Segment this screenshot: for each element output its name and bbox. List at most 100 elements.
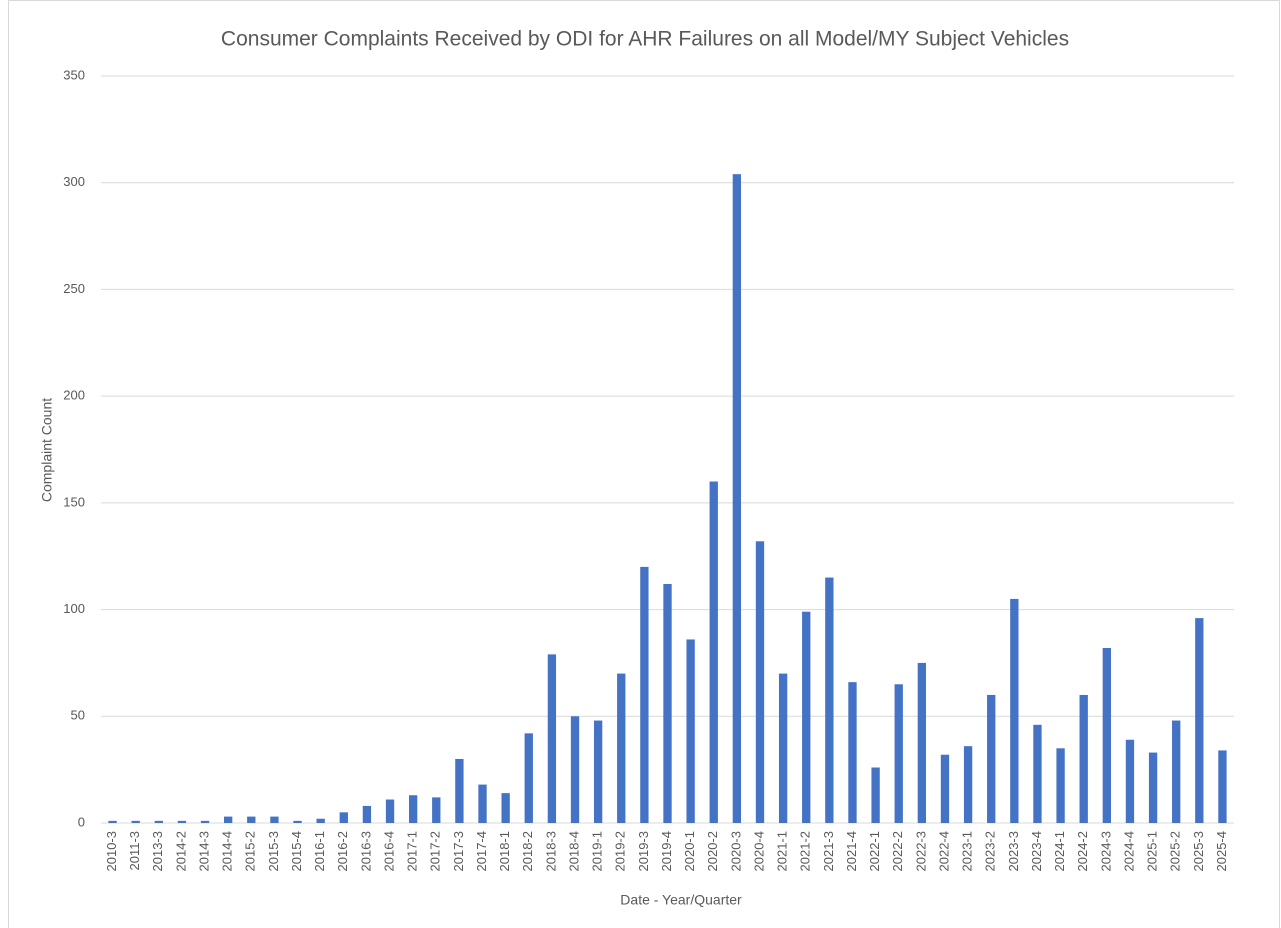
x-tick-label: 2017-2 bbox=[428, 831, 443, 871]
bar bbox=[1148, 752, 1158, 823]
x-tick-label: 2014-4 bbox=[220, 831, 235, 871]
x-tick-label: 2017-4 bbox=[474, 831, 489, 871]
bar bbox=[547, 654, 557, 823]
bar bbox=[339, 812, 348, 823]
bar bbox=[640, 566, 649, 823]
x-tick-label: 2018-2 bbox=[520, 831, 535, 871]
bar bbox=[200, 820, 210, 823]
x-tick-label: 2019-3 bbox=[636, 831, 651, 871]
x-tick-label: 2013-3 bbox=[150, 831, 165, 871]
bar bbox=[1195, 618, 1204, 823]
y-axis-label: Complaint Count bbox=[39, 398, 55, 502]
y-tick-label: 0 bbox=[78, 814, 85, 829]
x-tick-label: 2020-3 bbox=[728, 831, 743, 871]
x-tick-label: 2022-2 bbox=[890, 831, 905, 871]
x-tick-label: 2022-4 bbox=[936, 831, 951, 871]
bar bbox=[987, 694, 996, 823]
bar bbox=[293, 820, 302, 823]
x-tick-label: 2018-1 bbox=[497, 831, 512, 871]
bar bbox=[825, 577, 834, 823]
x-tick-label: 2014-3 bbox=[196, 831, 211, 871]
bar bbox=[802, 611, 811, 823]
y-tick-label: 50 bbox=[71, 708, 85, 723]
x-tick-label: 2018-3 bbox=[543, 831, 558, 871]
x-tick-label: 2025-4 bbox=[1214, 831, 1229, 871]
bar bbox=[1102, 647, 1111, 823]
bar bbox=[593, 720, 603, 823]
y-tick-label: 200 bbox=[63, 388, 85, 403]
x-tick-label: 2015-3 bbox=[266, 831, 281, 871]
y-tick-label: 350 bbox=[63, 67, 85, 82]
x-tick-label: 2024-4 bbox=[1121, 831, 1136, 871]
chart-title: Consumer Complaints Received by ODI for … bbox=[221, 28, 1069, 51]
bar bbox=[1172, 720, 1181, 823]
bar bbox=[871, 767, 880, 823]
bar bbox=[270, 816, 279, 823]
bar bbox=[894, 684, 903, 823]
x-tick-label: 2023-1 bbox=[960, 831, 975, 871]
bar bbox=[940, 754, 950, 823]
x-tick-label: 2014-2 bbox=[173, 831, 188, 871]
x-tick-label: 2015-4 bbox=[289, 831, 304, 871]
bar bbox=[732, 174, 742, 824]
chart-border bbox=[8, 0, 1280, 928]
bar bbox=[570, 716, 580, 823]
bar bbox=[663, 583, 672, 823]
x-tick-label: 2020-4 bbox=[751, 831, 766, 871]
bar bbox=[478, 784, 487, 823]
x-tick-label: 2015-2 bbox=[243, 831, 258, 871]
bar bbox=[1033, 724, 1042, 823]
bar bbox=[154, 820, 163, 823]
bar bbox=[455, 758, 464, 823]
x-tick-label: 2021-4 bbox=[844, 831, 859, 871]
x-tick-label: 2025-2 bbox=[1168, 831, 1183, 871]
bar bbox=[963, 746, 973, 823]
bar bbox=[709, 481, 718, 823]
bar bbox=[686, 639, 695, 823]
x-tick-label: 2011-3 bbox=[127, 831, 142, 871]
bar bbox=[755, 541, 765, 823]
x-tick-label: 2020-1 bbox=[682, 831, 697, 871]
bar bbox=[131, 820, 140, 823]
x-axis-label: Date - Year/Quarter bbox=[620, 892, 742, 908]
x-tick-label: 2019-4 bbox=[659, 831, 674, 871]
bar bbox=[1079, 694, 1088, 823]
x-tick-label: 2016-2 bbox=[335, 831, 350, 871]
x-tick-label: 2023-4 bbox=[1029, 831, 1044, 871]
x-tick-label: 2016-3 bbox=[358, 831, 373, 871]
x-tick-label: 2024-3 bbox=[1098, 831, 1113, 871]
x-tick-label: 2023-3 bbox=[1006, 831, 1021, 871]
x-tick-label: 2022-3 bbox=[913, 831, 928, 871]
bar bbox=[501, 793, 510, 823]
x-tick-label: 2025-1 bbox=[1145, 831, 1160, 871]
x-tick-label: 2017-1 bbox=[405, 831, 420, 871]
bar bbox=[362, 805, 372, 823]
bar bbox=[224, 816, 233, 823]
bar bbox=[1125, 739, 1135, 823]
bar bbox=[432, 797, 441, 823]
bar bbox=[617, 673, 626, 823]
bar bbox=[917, 662, 927, 823]
x-tick-label: 2017-3 bbox=[451, 831, 466, 871]
y-tick-label: 250 bbox=[63, 281, 85, 296]
x-tick-label: 2010-3 bbox=[104, 831, 119, 871]
y-tick-label: 300 bbox=[63, 174, 85, 189]
bar bbox=[177, 820, 187, 823]
y-tick-label: 150 bbox=[63, 494, 85, 509]
x-tick-label: 2025-3 bbox=[1191, 831, 1206, 871]
bar bbox=[778, 673, 788, 823]
bar bbox=[1218, 750, 1227, 823]
x-tick-label: 2019-1 bbox=[590, 831, 605, 871]
bar bbox=[108, 820, 117, 823]
x-tick-label: 2020-2 bbox=[705, 831, 720, 871]
x-tick-label: 2021-2 bbox=[798, 831, 813, 871]
x-tick-label: 2016-1 bbox=[312, 831, 327, 871]
bar bbox=[316, 818, 325, 823]
x-tick-label: 2022-1 bbox=[867, 831, 882, 871]
bar bbox=[408, 795, 418, 823]
x-tick-label: 2023-2 bbox=[983, 831, 998, 871]
x-tick-label: 2024-1 bbox=[1052, 831, 1067, 871]
x-tick-label: 2016-4 bbox=[381, 831, 396, 871]
bar bbox=[1056, 748, 1065, 823]
